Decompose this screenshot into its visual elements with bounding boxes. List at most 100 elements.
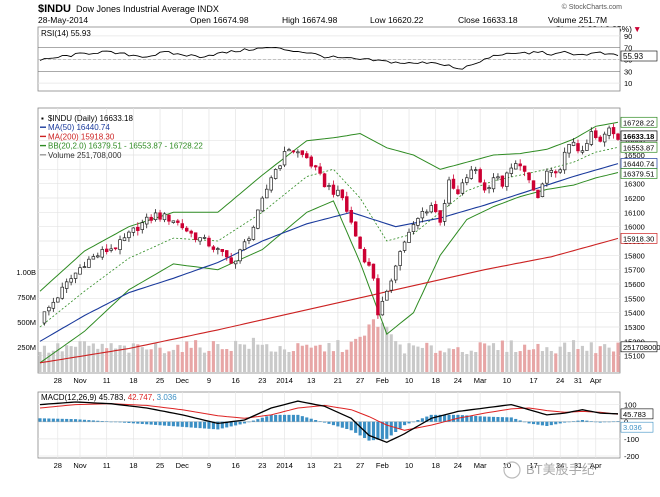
- volume-bar: [531, 349, 536, 372]
- volume-bar: [274, 351, 278, 372]
- macd-hist-bar: [91, 420, 95, 422]
- macd-hist-bar: [309, 418, 313, 422]
- price-x-tick: 2014: [276, 376, 293, 385]
- macd-hist-bar: [158, 421, 162, 426]
- price-x-tick: 11: [103, 376, 111, 385]
- macd-hist-bar: [247, 421, 251, 423]
- header-date: 28-May-2014: [38, 15, 88, 25]
- volume-bar: [554, 353, 558, 372]
- price-x-tick: 31: [574, 376, 582, 385]
- macd-hist-bar: [202, 421, 207, 429]
- candle-body: [562, 151, 567, 171]
- volume-bar: [296, 343, 300, 372]
- macd-hist-bar: [416, 420, 420, 422]
- macd-right-labels: 45.783 3.036: [620, 408, 654, 433]
- candle-body: [353, 221, 358, 237]
- volume-bar: [536, 343, 540, 372]
- volume-y-tick: 250M: [17, 343, 36, 352]
- volume-bar: [127, 352, 131, 372]
- macd-hist-bar: [594, 421, 598, 423]
- volume-bar: [398, 344, 402, 372]
- right-label-box-price: [620, 130, 658, 142]
- volume-y-tick: 500M: [17, 318, 36, 327]
- bollinger-bands: [39, 121, 619, 364]
- candle-body: [336, 189, 340, 196]
- volume-bar: [42, 345, 47, 372]
- volume-bar: [278, 346, 282, 372]
- macd-hist-bar: [567, 421, 571, 423]
- macd-lines: [39, 400, 619, 444]
- macd-hist-bar: [225, 421, 229, 428]
- volume-bar: [545, 347, 549, 372]
- price-x-tick: 18: [129, 376, 137, 385]
- macd-hist-bar: [296, 414, 300, 422]
- rsi-last-value: 55.93: [623, 52, 644, 61]
- macd-hist-bar: [96, 420, 100, 422]
- symbol: $INDU: [38, 3, 71, 15]
- volume-bar: [118, 345, 122, 372]
- macd-hist-bar: [251, 420, 255, 422]
- macd-hist-bar: [363, 421, 367, 438]
- volume-bar: [483, 343, 487, 372]
- candle-body: [78, 267, 82, 275]
- volume-y-tick: 750M: [17, 293, 36, 302]
- macd-hist-bar: [149, 421, 153, 425]
- volume-bar: [416, 346, 420, 372]
- candle-body: [100, 249, 104, 258]
- candle-body: [554, 171, 558, 174]
- macd-hist-bar: [438, 414, 442, 422]
- macd-hist-bar: [282, 414, 287, 422]
- legend-price-marker: ▪: [41, 114, 44, 123]
- candle-body: [202, 237, 207, 239]
- legend-item-ma200: MA(200) 15918.30: [48, 132, 115, 141]
- right-label-bb: 16379.51: [623, 169, 654, 178]
- price-x-tick: 10: [405, 376, 413, 385]
- rsi-title: RSI(14) 55.93: [41, 29, 91, 38]
- candle-body: [522, 165, 527, 172]
- macd-hist-bar: [611, 421, 616, 423]
- macd-x-tick: Dec: [176, 461, 190, 470]
- volume-bar: [38, 351, 42, 372]
- volume-bar: [411, 345, 416, 372]
- macd-hist-bar: [260, 417, 264, 422]
- macd-y-tick: 100: [624, 401, 637, 410]
- volume-bar: [585, 350, 589, 372]
- candle-body: [594, 130, 598, 138]
- macd-hist-bar: [234, 421, 238, 426]
- macd-hist-bar: [603, 421, 607, 423]
- watermark: © StockCharts.com: [562, 3, 623, 11]
- candle-body: [167, 214, 171, 222]
- volume-bar: [434, 352, 438, 372]
- macd-hist-bar: [74, 419, 78, 422]
- candle-body: [398, 251, 402, 266]
- volume-bar: [514, 352, 518, 372]
- candle-body: [109, 248, 113, 251]
- macd-hist-bar: [216, 421, 220, 430]
- header-open: Open 16674.98: [190, 15, 249, 25]
- candle-body: [322, 173, 327, 188]
- macd-hist-bar: [558, 421, 562, 424]
- macd-hist-bar: [349, 421, 353, 431]
- right-label-bb: 16553.87: [623, 143, 654, 152]
- volume-bar: [443, 352, 447, 372]
- header-close: Close 16633.18: [458, 15, 518, 25]
- volume-bar: [500, 340, 504, 372]
- candle-body: [313, 165, 318, 168]
- macd-hist-bar: [487, 416, 491, 422]
- volume-bar: [487, 345, 491, 372]
- macd-hist-bar: [465, 415, 469, 422]
- macd-right-box-hist: [620, 421, 654, 433]
- macd-x-tick: 31: [574, 461, 582, 470]
- right-label-box-bb: [620, 141, 658, 153]
- macd-hist-bar: [545, 421, 549, 426]
- volume-bar: [158, 347, 162, 372]
- candle-body: [300, 150, 305, 155]
- macd-hist-bar: [314, 420, 318, 422]
- volume-bar: [456, 347, 460, 372]
- macd-hist-bar: [78, 419, 82, 422]
- volume-y-tick-labels: 1.00B 750M 500M 250M 251708000: [16, 268, 660, 353]
- candle-body: [482, 182, 487, 191]
- volume-bar: [287, 351, 291, 372]
- volume-bar: [202, 352, 207, 372]
